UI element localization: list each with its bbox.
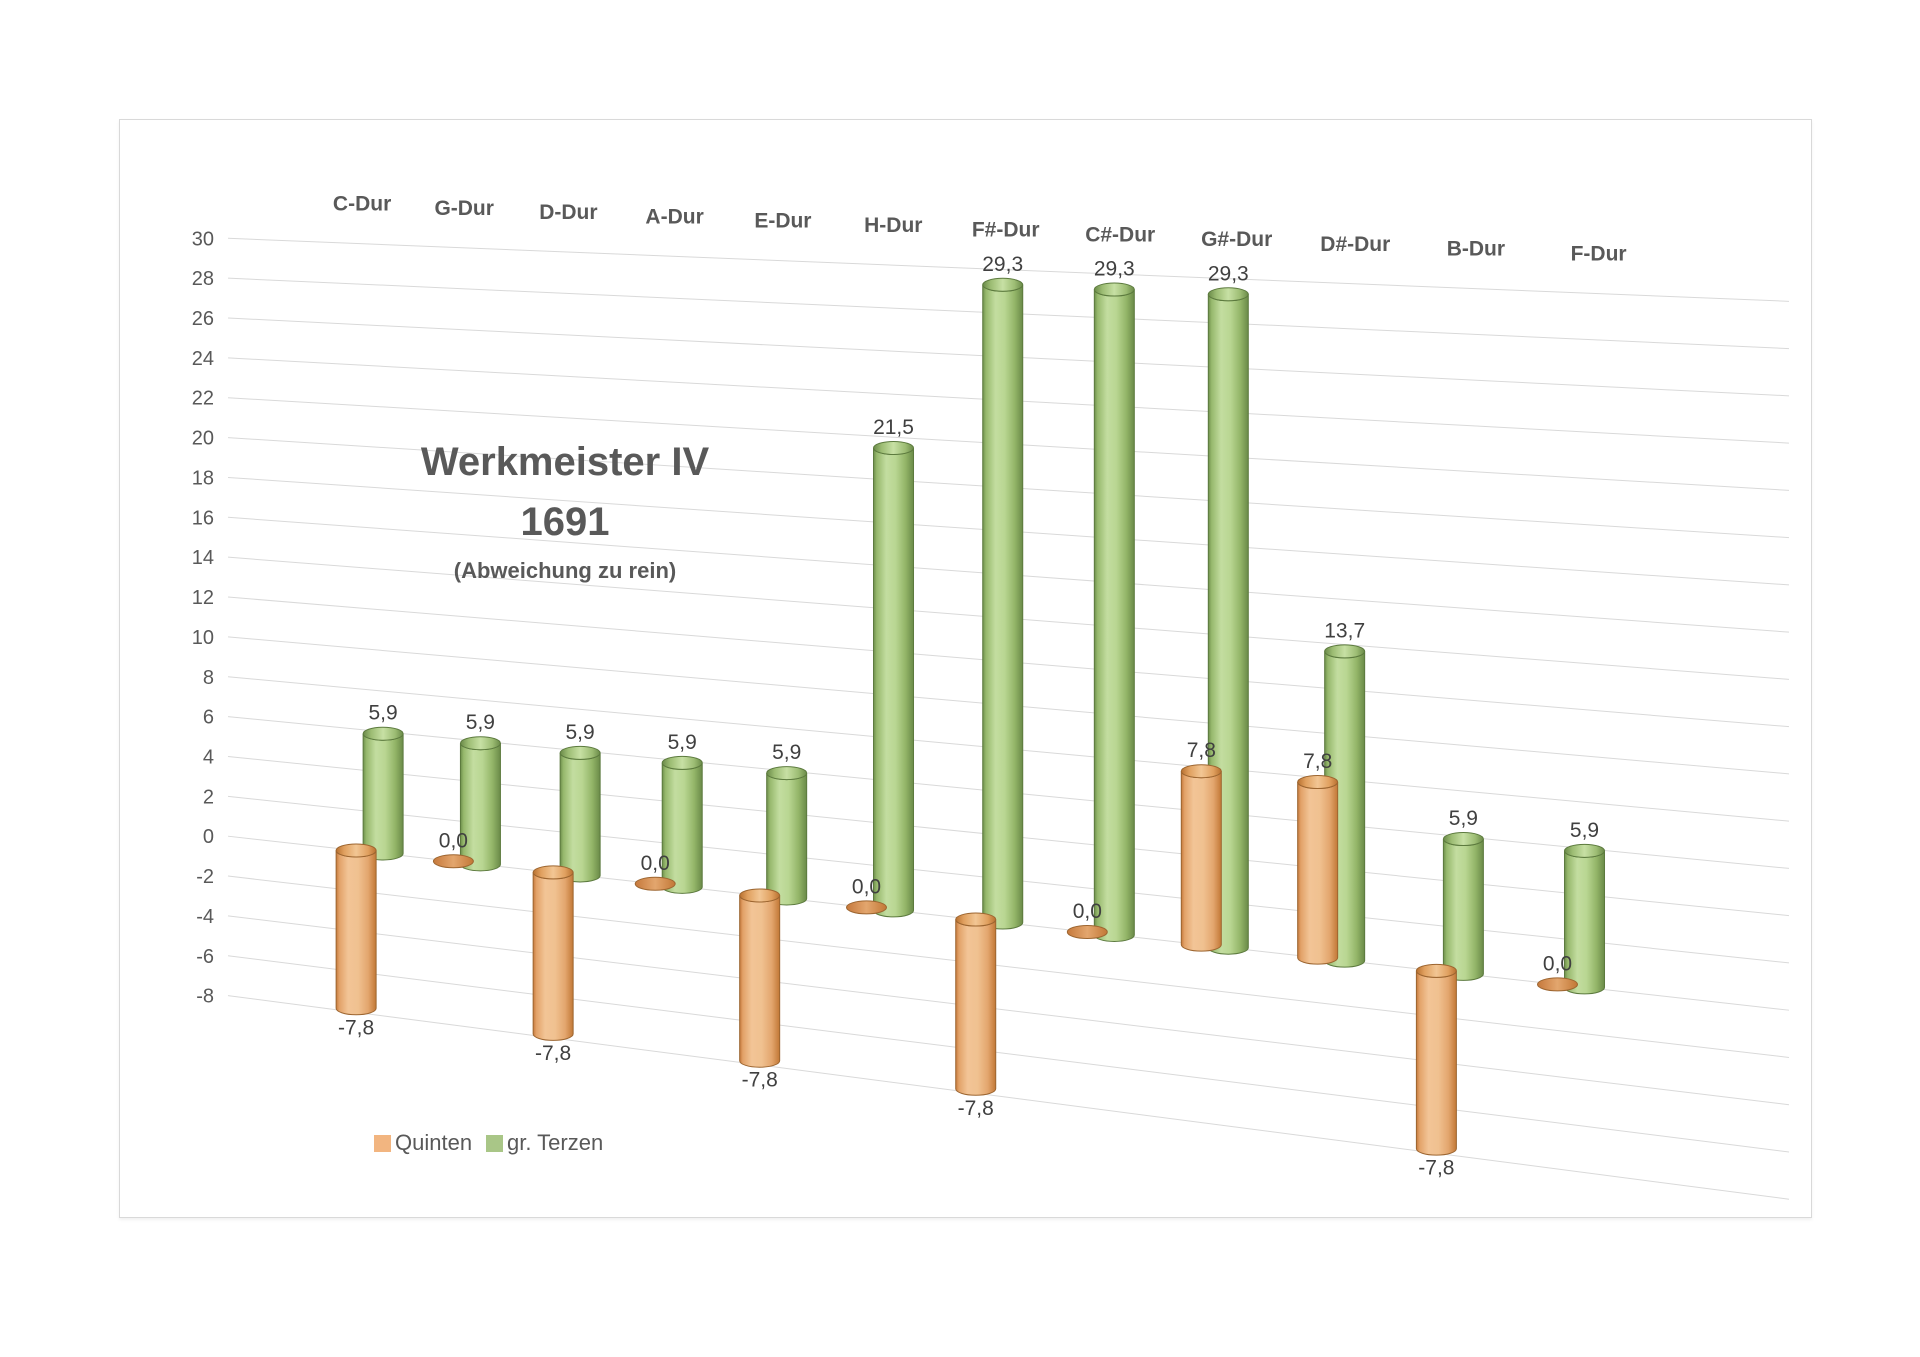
- svg-text:21,5: 21,5: [873, 416, 914, 439]
- svg-text:29,3: 29,3: [1208, 262, 1249, 285]
- svg-text:7,8: 7,8: [1303, 750, 1332, 773]
- svg-text:0,0: 0,0: [439, 829, 468, 852]
- svg-text:10: 10: [192, 627, 214, 649]
- svg-text:6: 6: [203, 707, 214, 729]
- svg-text:4: 4: [203, 747, 214, 769]
- svg-text:5,9: 5,9: [668, 731, 697, 754]
- svg-text:G#-Dur: G#-Dur: [1201, 228, 1272, 251]
- svg-text:D#-Dur: D#-Dur: [1320, 233, 1390, 256]
- svg-text:(Abweichung zu rein): (Abweichung zu rein): [454, 558, 676, 583]
- svg-text:29,3: 29,3: [982, 253, 1023, 276]
- svg-text:-7,8: -7,8: [535, 1042, 571, 1065]
- svg-text:5,9: 5,9: [772, 741, 801, 764]
- svg-text:28: 28: [192, 268, 214, 290]
- svg-text:12: 12: [192, 587, 214, 609]
- svg-text:F#-Dur: F#-Dur: [972, 219, 1040, 242]
- svg-text:0,0: 0,0: [641, 852, 670, 875]
- svg-text:Quinten: Quinten: [395, 1130, 472, 1155]
- svg-text:20: 20: [192, 428, 214, 450]
- svg-text:Werkmeister IV: Werkmeister IV: [421, 440, 710, 484]
- svg-text:-7,8: -7,8: [958, 1097, 994, 1120]
- svg-text:24: 24: [192, 348, 214, 370]
- svg-text:-7,8: -7,8: [742, 1069, 778, 1092]
- svg-text:5,9: 5,9: [466, 711, 495, 734]
- svg-text:8: 8: [203, 667, 214, 689]
- svg-text:5,9: 5,9: [1570, 819, 1599, 842]
- svg-text:0: 0: [203, 826, 214, 848]
- svg-text:C-Dur: C-Dur: [333, 193, 391, 216]
- svg-text:13,7: 13,7: [1324, 619, 1365, 642]
- svg-text:-8: -8: [196, 986, 214, 1008]
- svg-text:E-Dur: E-Dur: [754, 210, 811, 233]
- svg-text:-4: -4: [196, 906, 214, 928]
- svg-text:16: 16: [192, 507, 214, 529]
- svg-text:-2: -2: [196, 866, 214, 888]
- svg-text:A-Dur: A-Dur: [645, 205, 703, 228]
- svg-text:F-Dur: F-Dur: [1571, 243, 1627, 266]
- svg-text:H-Dur: H-Dur: [864, 214, 922, 237]
- svg-text:gr. Terzen: gr. Terzen: [507, 1130, 603, 1155]
- svg-text:5,9: 5,9: [1449, 807, 1478, 830]
- svg-text:26: 26: [192, 308, 214, 330]
- svg-text:-7,8: -7,8: [1418, 1157, 1454, 1180]
- svg-text:G-Dur: G-Dur: [434, 197, 494, 220]
- svg-text:2: 2: [203, 786, 214, 808]
- svg-text:C#-Dur: C#-Dur: [1085, 223, 1155, 246]
- svg-text:14: 14: [192, 547, 214, 569]
- svg-text:18: 18: [192, 468, 214, 490]
- svg-text:0,0: 0,0: [1073, 900, 1102, 923]
- svg-text:-6: -6: [196, 946, 214, 968]
- svg-text:0,0: 0,0: [852, 875, 881, 898]
- svg-text:1691: 1691: [521, 500, 610, 544]
- svg-text:5,9: 5,9: [368, 702, 397, 725]
- svg-text:22: 22: [192, 388, 214, 410]
- svg-text:29,3: 29,3: [1094, 258, 1135, 281]
- svg-text:7,8: 7,8: [1187, 739, 1216, 762]
- svg-text:5,9: 5,9: [565, 721, 594, 744]
- svg-text:B-Dur: B-Dur: [1447, 238, 1505, 261]
- svg-text:30: 30: [192, 228, 214, 250]
- svg-text:0,0: 0,0: [1543, 952, 1572, 975]
- svg-text:-7,8: -7,8: [338, 1016, 374, 1039]
- svg-text:D-Dur: D-Dur: [539, 201, 597, 224]
